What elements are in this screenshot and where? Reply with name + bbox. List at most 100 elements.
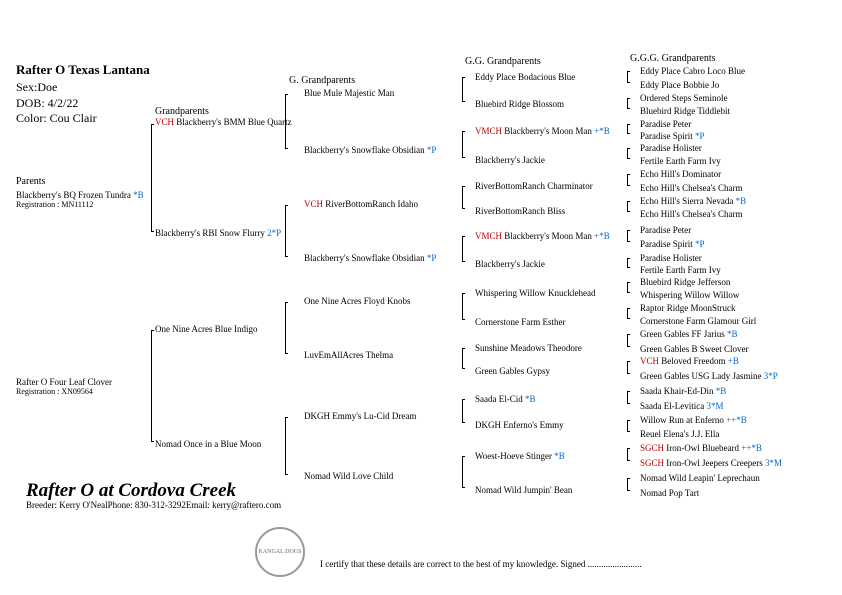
animal-name-text: Paradise Spirit [640,239,693,249]
animal-name-text: Paradise Peter [640,119,691,129]
pedigree-entry: VMCH Blackberry's Moon Man +*B [475,126,610,136]
pedigree-entry: DKGH Enferno's Emmy [475,420,564,430]
title-suffix: *P [427,145,437,155]
animal-name-text: Willow Run at Enferno [640,415,724,425]
pedigree-entry: DKGH Emmy's Lu-Cid Dream [304,411,416,421]
farm-logo: KANGAL DOGS [255,527,305,577]
pedigree-entry: One Nine Acres Blue Indigo [155,324,257,334]
pedigree-bracket [627,148,630,159]
animal-name-text: LuvEmAllAcres Thelma [304,350,393,360]
pedigree-entry: Nomad Wild Leapin' Leprechaun [640,473,760,483]
pedigree-entry: Cornerstone Farm Glamour Girl [640,316,756,326]
title-prefix: VMCH [475,231,502,241]
pedigree-bracket [627,420,630,432]
pedigree-bracket [462,77,465,102]
pedigree-entry: Willow Run at Enferno ++*B [640,415,747,425]
animal-name-text: Bluebird Ridge Blossom [475,99,564,109]
animal-name-text: Blackberry's Moon Man [504,126,592,136]
animal-sex: Sex:Doe [16,80,97,96]
title-suffix: 3*M [706,401,723,411]
animal-name-text: Green Gables B Sweet Clover [640,344,748,354]
title-suffix: *B [736,196,747,206]
pedigree-entry: Paradise Spirit *P [640,239,705,249]
title-suffix: *B [727,329,738,339]
pedigree-entry: Echo Hill's Chelsea's Charm [640,209,742,219]
pedigree-bracket [627,258,630,268]
pedigree-entry: Blackberry's Jackie [475,259,545,269]
animal-name-text: Paradise Spirit [640,131,693,141]
animal-name-text: Whispering Willow Willow [640,290,739,300]
pedigree-entry: RiverBottomRanch Charminator [475,181,593,191]
breeder-info: Breeder: Kerry O'NealPhone: 830-312-3292… [26,500,281,510]
pedigree-bracket [627,308,630,319]
pedigree-entry: Nomad Once in a Blue Moon [155,439,261,449]
pedigree-entry: Echo Hill's Chelsea's Charm [640,183,742,193]
pedigree-entry: Saada El-Cid *B [475,394,536,404]
pedigree-bracket [462,293,465,320]
pedigree-entry: RiverBottomRanch Bliss [475,206,565,216]
title-prefix: VCH [304,199,323,209]
pedigree-entry: VCH RiverBottomRanch Idaho [304,199,418,209]
pedigree-entry: Sunshine Meadows Theodore [475,343,582,353]
title-prefix: VCH [155,117,174,127]
pedigree-entry: Paradise Peter [640,119,691,129]
pedigree-entry: Woest-Hoeve Stinger *B [475,451,565,461]
animal-name-text: Paradise Holister [640,143,702,153]
title-suffix: *P [695,239,705,249]
animal-name-text: One Nine Acres Floyd Knobs [304,296,411,306]
pedigree-entry: Reuel Elena's J.J. Ella [640,429,719,439]
pedigree-entry: SGCH Iron-Owl Jeepers Creepers 3*M [640,458,782,468]
animal-name-text: Sunshine Meadows Theodore [475,343,582,353]
pedigree-entry: Blackberry's BQ Frozen Tundra *B [16,190,144,200]
animal-name-text: Paradise Holister [640,253,702,263]
title-suffix: 2*P [267,228,281,238]
title-suffix: 3*M [765,458,782,468]
title-suffix: ++*B [726,415,747,425]
pedigree-entry: Blue Mule Majestic Man [304,88,394,98]
pedigree-entry: Green Gables Gypsy [475,366,550,376]
animal-name-text: Rafter O Four Leaf Clover [16,377,112,387]
pedigree-entry: VCH Beloved Freedom +B [640,356,739,366]
animal-name-text: Echo Hill's Sierra Nevada [640,196,733,206]
animal-name-text: Eddy Place Bobbie Jo [640,80,719,90]
pedigree-entry: Paradise Spirit *P [640,131,705,141]
pedigree-entry: One Nine Acres Floyd Knobs [304,296,411,306]
animal-name-text: Nomad Pop Tart [640,488,699,498]
pedigree-entry: Eddy Place Bobbie Jo [640,80,719,90]
animal-name-text: Paradise Peter [640,225,691,235]
pedigree-entry: Paradise Holister [640,143,702,153]
animal-name-text: Bluebird Ridge Tiddlebit [640,106,730,116]
pedigree-bracket [627,448,630,461]
registration-text: Registration : MN11112 [16,200,93,209]
animal-name-text: DKGH Emmy's Lu-Cid Dream [304,411,416,421]
pedigree-entry: SGCH Iron-Owl Bluebeard ++*B [640,443,762,453]
farm-title: Rafter O at Cordova Creek [26,480,236,502]
pedigree-entry: Nomad Pop Tart [640,488,699,498]
title-prefix: VMCH [475,126,502,136]
title-prefix: VCH [640,356,659,366]
animal-name-text: Blackberry's RBI Snow Flurry [155,228,265,238]
pedigree-bracket [462,399,465,423]
pedigree-entry: Echo Hill's Dominator [640,169,721,179]
pedigree-bracket [151,330,154,442]
animal-name-text: Iron-Owl Jeepers Creepers [666,458,762,468]
animal-name-text: Echo Hill's Chelsea's Charm [640,183,742,193]
animal-name-text: Nomad Wild Love Child [304,471,393,481]
title-suffix: *B [716,386,727,396]
animal-name-text: Blackberry's Jackie [475,259,545,269]
pedigree-entry: Bluebird Ridge Blossom [475,99,564,109]
pedigree-bracket [627,174,630,186]
pedigree-bracket [627,201,630,212]
pedigree-bracket [462,131,465,158]
animal-dob: DOB: 4/2/22 [16,96,97,112]
title-suffix: *P [695,131,705,141]
animal-info: Sex:Doe DOB: 4/2/22 Color: Cou Clair [16,80,97,127]
pedigree-entry: Nomad Wild Jumpin' Bean [475,485,572,495]
pedigree-entry: Rafter O Four Leaf Clover [16,377,112,387]
title-suffix: +*B [594,231,610,241]
pedigree-entry: Whispering Willow Knucklehead [475,288,595,298]
animal-name-text: Whispering Willow Knucklehead [475,288,595,298]
pedigree-entry: Ordered Steps Seminole [640,93,727,103]
pedigree-entry: Blackberry's Snowflake Obsidian *P [304,145,436,155]
pedigree-entry: Saada Khair-Ed-Din *B [640,386,726,396]
